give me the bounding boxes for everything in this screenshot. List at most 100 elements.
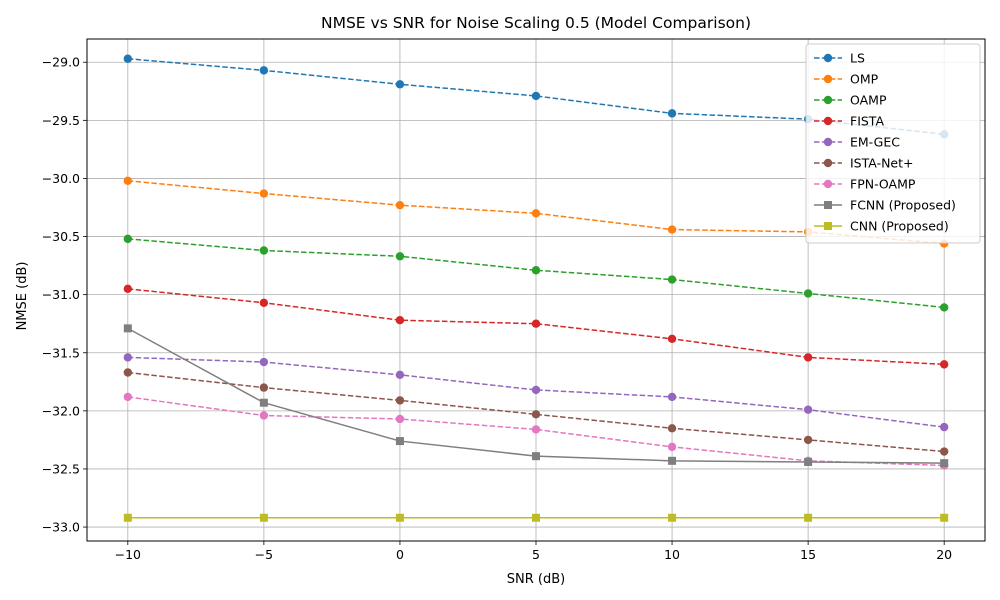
data-point: [804, 457, 813, 466]
y-tick-label: −32.5: [42, 461, 80, 476]
x-tick-label: 10: [664, 547, 680, 562]
data-point: [531, 319, 541, 328]
data-point: [259, 513, 268, 522]
series-ista-net: [123, 368, 949, 456]
legend-label: OMP: [850, 72, 879, 87]
data-point: [259, 383, 269, 392]
data-point: [123, 234, 133, 244]
data-point: [667, 442, 677, 452]
legend-item-ista-net: ISTA-Net+: [814, 156, 914, 171]
legend-item-fcnn-proposed: FCNN (Proposed): [814, 198, 956, 213]
series-em-gec: [123, 353, 949, 432]
data-point: [667, 109, 677, 118]
legend-label: FCNN (Proposed): [850, 198, 956, 213]
series-cnn-proposed: [123, 513, 949, 522]
data-point: [668, 456, 677, 465]
data-point: [940, 513, 949, 522]
x-tick-label: 20: [936, 547, 952, 562]
x-tick-label: −10: [115, 547, 141, 562]
data-point: [531, 410, 541, 419]
y-tick-label: −29.5: [42, 113, 80, 128]
data-point: [259, 189, 269, 198]
series-fcnn-proposed: [123, 324, 949, 468]
legend-label: FISTA: [850, 114, 884, 129]
data-point: [940, 459, 949, 468]
legend-marker: [823, 158, 833, 168]
data-point: [531, 91, 541, 101]
legend-item-em-gec: EM-GEC: [814, 135, 900, 150]
legend-label: LS: [850, 51, 865, 66]
legend-marker: [823, 53, 833, 63]
legend-label: ISTA-Net+: [850, 156, 914, 171]
legend-item-omp: OMP: [814, 72, 879, 87]
data-point: [395, 316, 405, 325]
legend-item-oamp: OAMP: [814, 93, 887, 108]
x-tick-label: 0: [396, 547, 404, 562]
legend-item-cnn-proposed: CNN (Proposed): [814, 219, 949, 234]
data-point: [803, 435, 813, 445]
legend-marker: [823, 116, 833, 126]
legend-marker: [823, 95, 833, 105]
y-tick-label: −29.0: [42, 55, 80, 70]
data-point: [123, 284, 133, 294]
data-point: [395, 252, 405, 261]
data-point: [531, 385, 541, 395]
legend-item-fpn-oamp: FPN-OAMP: [814, 177, 916, 192]
y-tick-label: −32.0: [42, 403, 80, 418]
data-point: [803, 405, 813, 414]
legend-item-fista: FISTA: [814, 114, 884, 129]
chart-title: NMSE vs SNR for Noise Scaling 0.5 (Model…: [321, 14, 751, 32]
y-axis-label: NMSE (dB): [15, 262, 30, 331]
data-point: [123, 368, 133, 377]
data-point: [123, 392, 133, 402]
data-point: [259, 66, 269, 75]
series-fista: [123, 284, 949, 369]
data-point: [939, 422, 949, 432]
y-tick-label: −30.0: [42, 171, 80, 186]
data-point: [532, 452, 540, 461]
data-point: [939, 360, 949, 369]
data-point: [395, 437, 404, 446]
legend-marker: [823, 179, 833, 189]
x-tick-label: 5: [532, 547, 540, 562]
y-tick-label: −31.0: [42, 287, 80, 302]
data-point: [123, 176, 133, 185]
data-point: [939, 447, 949, 456]
data-point: [667, 334, 677, 344]
legend-box: [805, 43, 981, 244]
series-oamp: [123, 234, 949, 312]
legend-marker: [823, 74, 833, 84]
data-point: [668, 513, 677, 522]
data-point: [259, 411, 269, 420]
data-point: [259, 246, 269, 255]
data-point: [259, 357, 269, 367]
legend-item-ls: LS: [814, 51, 865, 66]
data-point: [532, 513, 540, 522]
data-point: [803, 353, 813, 362]
data-point: [531, 209, 541, 218]
data-point: [667, 392, 677, 402]
legend-marker: [823, 137, 833, 147]
legend: LS OMP OAMP FISTA EM-GEC ISTA-Net+ FPN-OAMP FCN…: [805, 43, 981, 244]
y-tick-label: −30.5: [42, 229, 80, 244]
y-tick-label: −33.0: [42, 520, 80, 535]
x-axis-label: SNR (dB): [507, 572, 565, 587]
legend-label: CNN (Proposed): [850, 219, 949, 234]
data-point: [395, 200, 405, 210]
axes: −10 −5 0 5 10 15 20 −33.0 −32.5 −32.0 −31.5 −31.0 −3…: [42, 55, 952, 562]
legend-label: OAMP: [850, 93, 887, 108]
legend-marker: [824, 201, 832, 209]
data-point: [395, 80, 405, 89]
x-tick-label: −5: [255, 547, 273, 562]
legend-label: FPN-OAMP: [850, 177, 916, 192]
data-point: [667, 225, 677, 234]
data-point: [259, 298, 269, 307]
data-point: [667, 275, 677, 284]
legend-label: EM-GEC: [850, 135, 900, 150]
y-tick-label: −31.5: [42, 345, 80, 360]
data-point: [395, 414, 405, 424]
legend-marker: [824, 222, 832, 230]
data-point: [531, 425, 541, 434]
